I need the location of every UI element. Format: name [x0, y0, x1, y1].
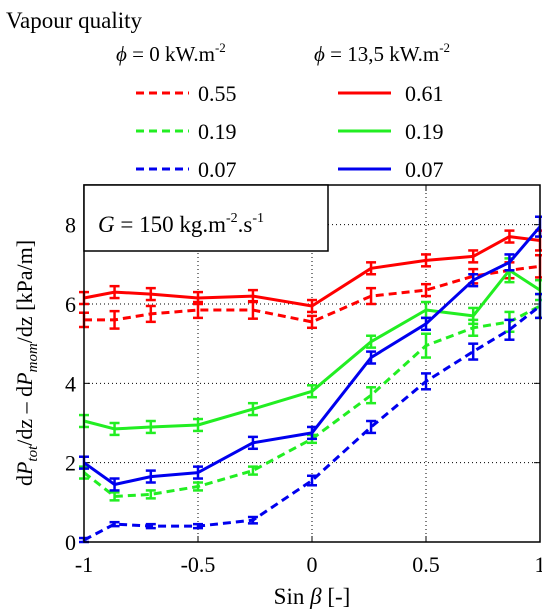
series-line-4: [83, 304, 541, 542]
error-bar: [366, 419, 377, 435]
legend-title: Vapour quality: [6, 8, 143, 33]
error-bar: [193, 481, 203, 492]
error-bar: [193, 417, 203, 433]
error-bar: [421, 253, 431, 268]
y-tick-label: 8: [65, 213, 76, 238]
legend-col2-symbol: ϕ: [314, 42, 325, 66]
legend: Vapour quality ϕ = 0 kW.m-2 ϕ = 13,5 kW.…: [6, 8, 450, 182]
error-bar: [504, 229, 515, 244]
legend-col1-sup: -2: [215, 40, 226, 55]
error-bar: [109, 477, 120, 492]
error-bar: [504, 318, 515, 341]
error-bar: [247, 401, 258, 417]
series-2: [79, 292, 542, 502]
error-bar: [193, 465, 203, 480]
error-bar: [193, 522, 203, 530]
annotation-var: G: [98, 212, 115, 237]
legend-col2-text: = 13,5 kW.m: [325, 42, 439, 66]
y-tick-label: 2: [65, 451, 76, 476]
error-bar: [468, 306, 479, 326]
x-tick-label: 1: [535, 552, 542, 577]
error-bar: [468, 342, 479, 361]
error-bar: [109, 309, 120, 330]
x-tick-label: 0.5: [412, 552, 440, 577]
legend-label-s1: 0.61: [405, 81, 444, 106]
error-bar: [145, 286, 156, 302]
y-tick-label: 6: [65, 292, 76, 317]
error-bar: [307, 384, 317, 399]
error-bar: [307, 298, 317, 314]
y-tick-label: 4: [65, 371, 76, 396]
error-bar: [366, 386, 377, 405]
legend-col1-symbol: ϕ: [116, 42, 127, 66]
error-bar: [145, 489, 156, 500]
y-label-p3: /dz [kPa/m]: [12, 240, 37, 343]
x-axis-label: Sin β [-]: [274, 584, 351, 609]
error-bar: [307, 314, 317, 330]
error-bar: [366, 334, 377, 349]
error-bar: [193, 290, 203, 306]
error-bar: [504, 253, 515, 272]
error-bar: [109, 421, 120, 437]
error-bar: [307, 425, 317, 441]
legend-label-s5: 0.07: [405, 157, 444, 182]
error-bar: [366, 286, 377, 306]
x-axis-label-var: β: [309, 584, 322, 609]
error-bar: [421, 282, 431, 298]
error-bar: [109, 284, 120, 300]
error-bar: [468, 273, 479, 288]
tick-labels: -1 -0.5 0 0.5 1 0 2 4 6 8: [65, 213, 542, 577]
y-label-v2: P: [12, 372, 37, 386]
legend-label-s4: 0.07: [198, 157, 237, 182]
x-tick-label: -0.5: [181, 552, 216, 577]
x-tick-label: 0: [307, 552, 318, 577]
legend-label-s2: 0.19: [198, 119, 237, 144]
error-bar: [421, 332, 431, 359]
error-bar: [468, 249, 479, 264]
error-bar: [421, 372, 431, 391]
x-axis-label-post: [-]: [322, 584, 351, 609]
error-bar: [109, 491, 120, 502]
x-tick-label: -1: [75, 552, 93, 577]
error-bar: [366, 350, 377, 365]
error-bar: [307, 474, 317, 487]
legend-label-s3: 0.19: [405, 119, 444, 144]
y-label-v1: P: [12, 462, 37, 476]
x-axis-label-pre: Sin: [274, 584, 310, 609]
error-bar: [145, 469, 156, 484]
error-bar: [247, 435, 258, 451]
y-label-s2: mom: [25, 343, 41, 372]
annotation-text: = 150 kg.m: [115, 212, 226, 237]
error-bar: [145, 419, 156, 435]
legend-col2-header: ϕ = 13,5 kW.m-2: [314, 40, 450, 66]
error-bar: [145, 522, 156, 530]
y-axis-label: dPtot/dz – dPmom/dz [kPa/m]: [12, 240, 41, 486]
annotation-box: [83, 184, 329, 252]
error-bar: [247, 515, 258, 525]
y-label-p1: d: [12, 475, 37, 486]
annotation-text2: .s: [238, 212, 253, 237]
y-label-p2: /dz – d: [12, 386, 37, 446]
error-bar: [145, 304, 156, 324]
error-bar: [421, 316, 431, 332]
error-bar: [109, 520, 120, 528]
legend-col1-header: ϕ = 0 kW.m-2: [116, 40, 226, 66]
error-bar: [366, 261, 377, 276]
plot-area: G = 150 kg.m-2.s-1: [79, 184, 542, 544]
y-tick-label: 0: [65, 530, 76, 555]
annotation-sup2: -1: [252, 211, 264, 226]
series-layer: [79, 215, 542, 544]
legend-col1-text: = 0 kW.m: [127, 42, 215, 66]
annotation: G = 150 kg.m-2.s-1: [98, 211, 264, 237]
error-bar: [247, 288, 258, 304]
legend-label-s0: 0.55: [198, 81, 237, 106]
annotation-sup: -2: [226, 211, 238, 226]
legend-col2-sup: -2: [439, 40, 450, 55]
error-bar: [247, 465, 258, 476]
y-label-s1: tot: [25, 445, 41, 462]
series-4: [79, 292, 542, 544]
